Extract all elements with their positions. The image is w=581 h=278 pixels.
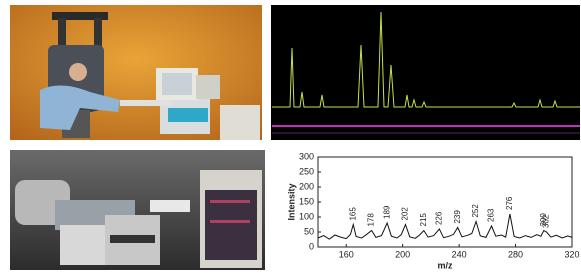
peak-label: 226	[434, 211, 443, 225]
spectrum-display	[271, 5, 580, 140]
y-tick-label: 0	[309, 241, 314, 251]
mass-spectrum: Intensity m/z 0 50 100 150 200 250 300 160 200 24…	[286, 151, 579, 270]
peak-label: 215	[419, 213, 428, 227]
x-tick-label: 160	[339, 249, 354, 259]
photo-lab	[10, 150, 265, 270]
peak-label: 302	[542, 214, 551, 228]
peak-label: 189	[382, 205, 391, 219]
y-axis-label: Intensity	[286, 183, 296, 220]
x-tick-label: 320	[564, 249, 579, 259]
y-tick-label: 100	[299, 211, 314, 221]
x-tick-label: 240	[452, 249, 467, 259]
peak-label: 263	[487, 208, 496, 222]
peak-label: 239	[453, 210, 462, 224]
y-tick-label: 300	[299, 151, 314, 161]
x-tick-label: 200	[395, 249, 410, 259]
peak-label: 165	[348, 207, 357, 221]
peak-label: 178	[367, 213, 376, 227]
page: Intensity m/z 0 50 100 150 200 250 300 160 200 24…	[0, 0, 581, 273]
x-axis-label: m/z	[437, 260, 453, 270]
y-tick-label: 200	[299, 181, 314, 191]
y-tick-label: 250	[299, 166, 314, 176]
x-tick-label: 280	[508, 249, 523, 259]
y-tick-label: 50	[304, 226, 314, 236]
peak-label: 202	[401, 207, 410, 221]
peak-label: 252	[471, 204, 480, 218]
figure: Intensity m/z 0 50 100 150 200 250 300 160 200 24…	[0, 0, 581, 273]
y-tick-label: 150	[299, 196, 314, 206]
peak-label: 276	[505, 196, 514, 210]
photo-operator	[10, 5, 262, 140]
